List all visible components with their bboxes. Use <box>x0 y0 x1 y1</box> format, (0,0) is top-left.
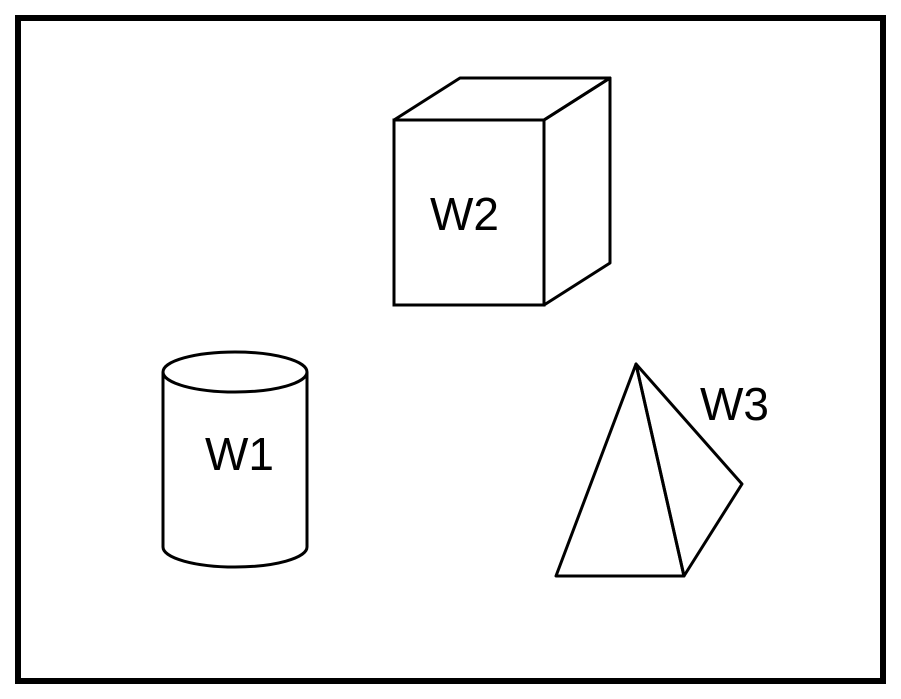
outer-frame <box>18 18 883 681</box>
cuboid-label: W2 <box>430 188 499 240</box>
pyramid-label: W3 <box>700 378 769 430</box>
cylinder-label: W1 <box>205 428 274 480</box>
diagram-svg: W1 W2 W3 <box>0 0 901 699</box>
cuboid-shape <box>394 78 610 305</box>
diagram-canvas: W1 W2 W3 <box>0 0 901 699</box>
